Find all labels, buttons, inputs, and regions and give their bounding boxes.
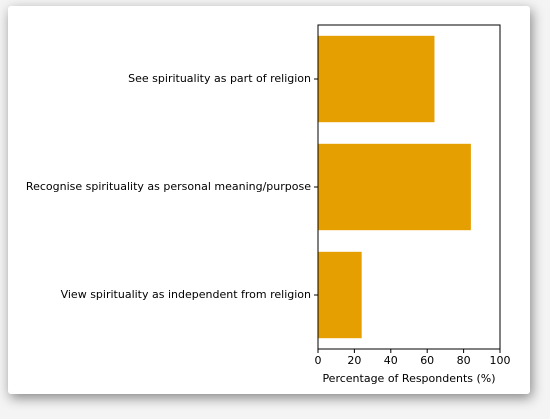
- x-tick-label: 80: [457, 354, 471, 367]
- bar: [318, 35, 435, 123]
- bar: [318, 143, 471, 231]
- y-tick-label: See spirituality as part of religion: [128, 72, 311, 85]
- x-tick-label: 100: [490, 354, 511, 367]
- y-tick-label: View spirituality as independent from re…: [61, 288, 311, 301]
- y-tick-label: Recognise spirituality as personal meani…: [26, 180, 311, 193]
- bar: [318, 251, 362, 339]
- plot-frame: [317, 24, 501, 350]
- x-axis-label: Percentage of Respondents (%): [322, 372, 495, 385]
- x-tick-label: 40: [384, 354, 398, 367]
- x-tick-label: 0: [315, 354, 322, 367]
- x-tick-label: 60: [420, 354, 434, 367]
- x-tick-label: 20: [347, 354, 361, 367]
